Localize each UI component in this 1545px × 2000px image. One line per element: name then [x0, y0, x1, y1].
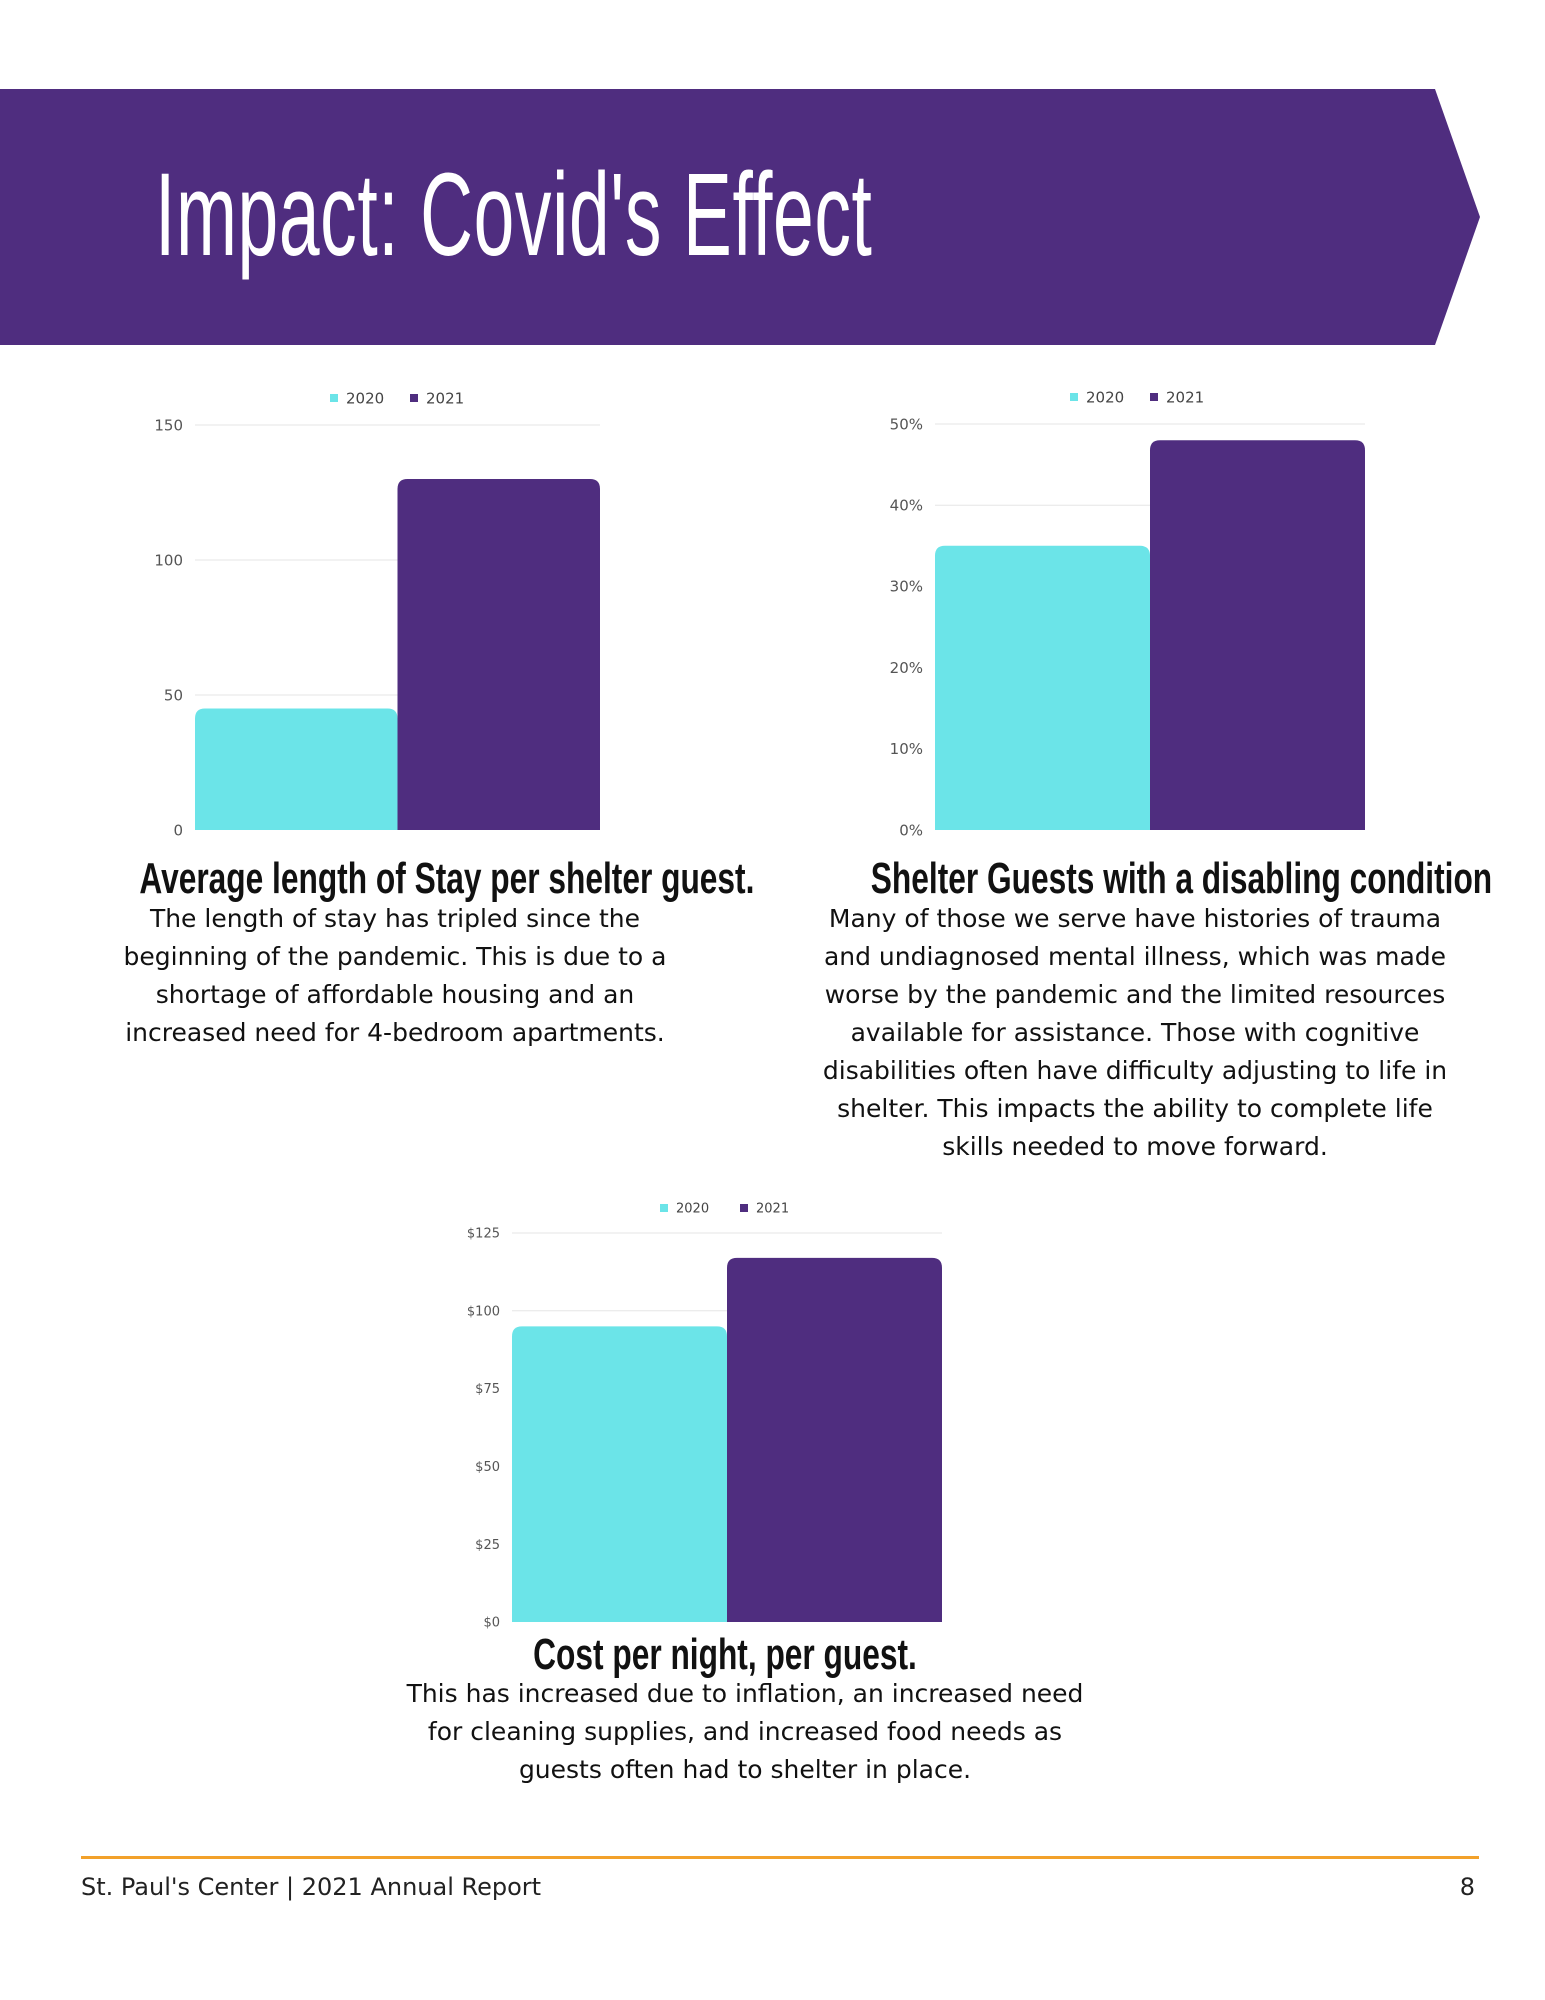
bar-2021 — [397, 479, 600, 830]
footer-rule — [81, 1856, 1479, 1859]
y-tick-label: 30% — [890, 578, 923, 596]
y-tick-label: 0% — [899, 821, 923, 839]
bar-2021 — [727, 1257, 942, 1622]
y-tick-label: $125 — [467, 1227, 500, 1242]
legend-label-2020: 2020 — [346, 389, 384, 407]
title-banner — [0, 89, 1480, 345]
y-tick-label: 20% — [890, 659, 923, 677]
chart-description-cost-per-night: This has increased due to inflation, an … — [406, 1679, 1084, 1784]
page-number: 8 — [1459, 1873, 1475, 1901]
chart-title-cost-per-night: Cost per night, per guest. — [533, 1630, 917, 1679]
chart-description-disabling-condition: Many of those we serve have histories of… — [822, 904, 1448, 1161]
chart-length-of-stay: 0 50 100 150 2020 2021 — [140, 380, 620, 840]
chart-cost-per-night: $0 $25 $50 $75 $100 $125 2020 2021 — [460, 1190, 950, 1631]
footer-report-name: St. Paul's Center | 2021 Annual Report — [81, 1873, 542, 1901]
y-tick-label: 50 — [164, 686, 183, 704]
legend-swatch-2020 — [660, 1204, 668, 1212]
legend-label-2021: 2021 — [426, 389, 464, 407]
y-tick-label: 10% — [890, 740, 923, 758]
legend-label-2021: 2021 — [1166, 388, 1204, 406]
legend-swatch-2020 — [330, 394, 338, 402]
y-tick-label: 40% — [890, 496, 923, 514]
legend-label-2021: 2021 — [756, 1202, 789, 1217]
y-tick-label: 0 — [173, 821, 183, 839]
y-tick-label: $0 — [483, 1616, 500, 1631]
bar-2020 — [195, 708, 398, 830]
legend-swatch-2021 — [740, 1204, 748, 1212]
y-tick-label: 50% — [890, 415, 923, 433]
chart-description-length-of-stay: The length of stay has tripled since the… — [123, 904, 667, 1047]
page-title: Impact: Covid's Effect — [155, 149, 873, 281]
y-tick-label: $50 — [475, 1460, 500, 1475]
legend-label-2020: 2020 — [676, 1202, 709, 1217]
y-tick-label: $75 — [475, 1382, 500, 1397]
chart-svg: 0 50 100 150 2020 2021 — [154, 389, 600, 839]
bar-2020 — [512, 1326, 727, 1622]
y-tick-label: $100 — [467, 1304, 500, 1319]
legend-swatch-2021 — [410, 394, 418, 402]
legend-swatch-2021 — [1150, 393, 1158, 401]
chart-svg: $0 $25 $50 $75 $100 $125 2020 2021 — [467, 1202, 942, 1631]
bar-2020 — [935, 545, 1150, 830]
banner-arrow-shape — [0, 89, 1480, 345]
chart-svg: 0% 10% 20% 30% 40% 50% 2020 2021 — [890, 388, 1365, 839]
legend-swatch-2020 — [1070, 393, 1078, 401]
y-tick-label: 100 — [154, 551, 183, 569]
legend-label-2020: 2020 — [1086, 388, 1124, 406]
bar-2021 — [1150, 440, 1365, 830]
y-tick-label: 150 — [154, 416, 183, 434]
chart-title-disabling-condition: Shelter Guests with a disabling conditio… — [870, 854, 1493, 903]
y-tick-label: $25 — [475, 1538, 500, 1553]
chart-disabling-condition: 0% 10% 20% 30% 40% 50% 2020 2021 — [880, 380, 1380, 840]
chart-title-length-of-stay: Average length of Stay per shelter guest… — [139, 854, 755, 903]
